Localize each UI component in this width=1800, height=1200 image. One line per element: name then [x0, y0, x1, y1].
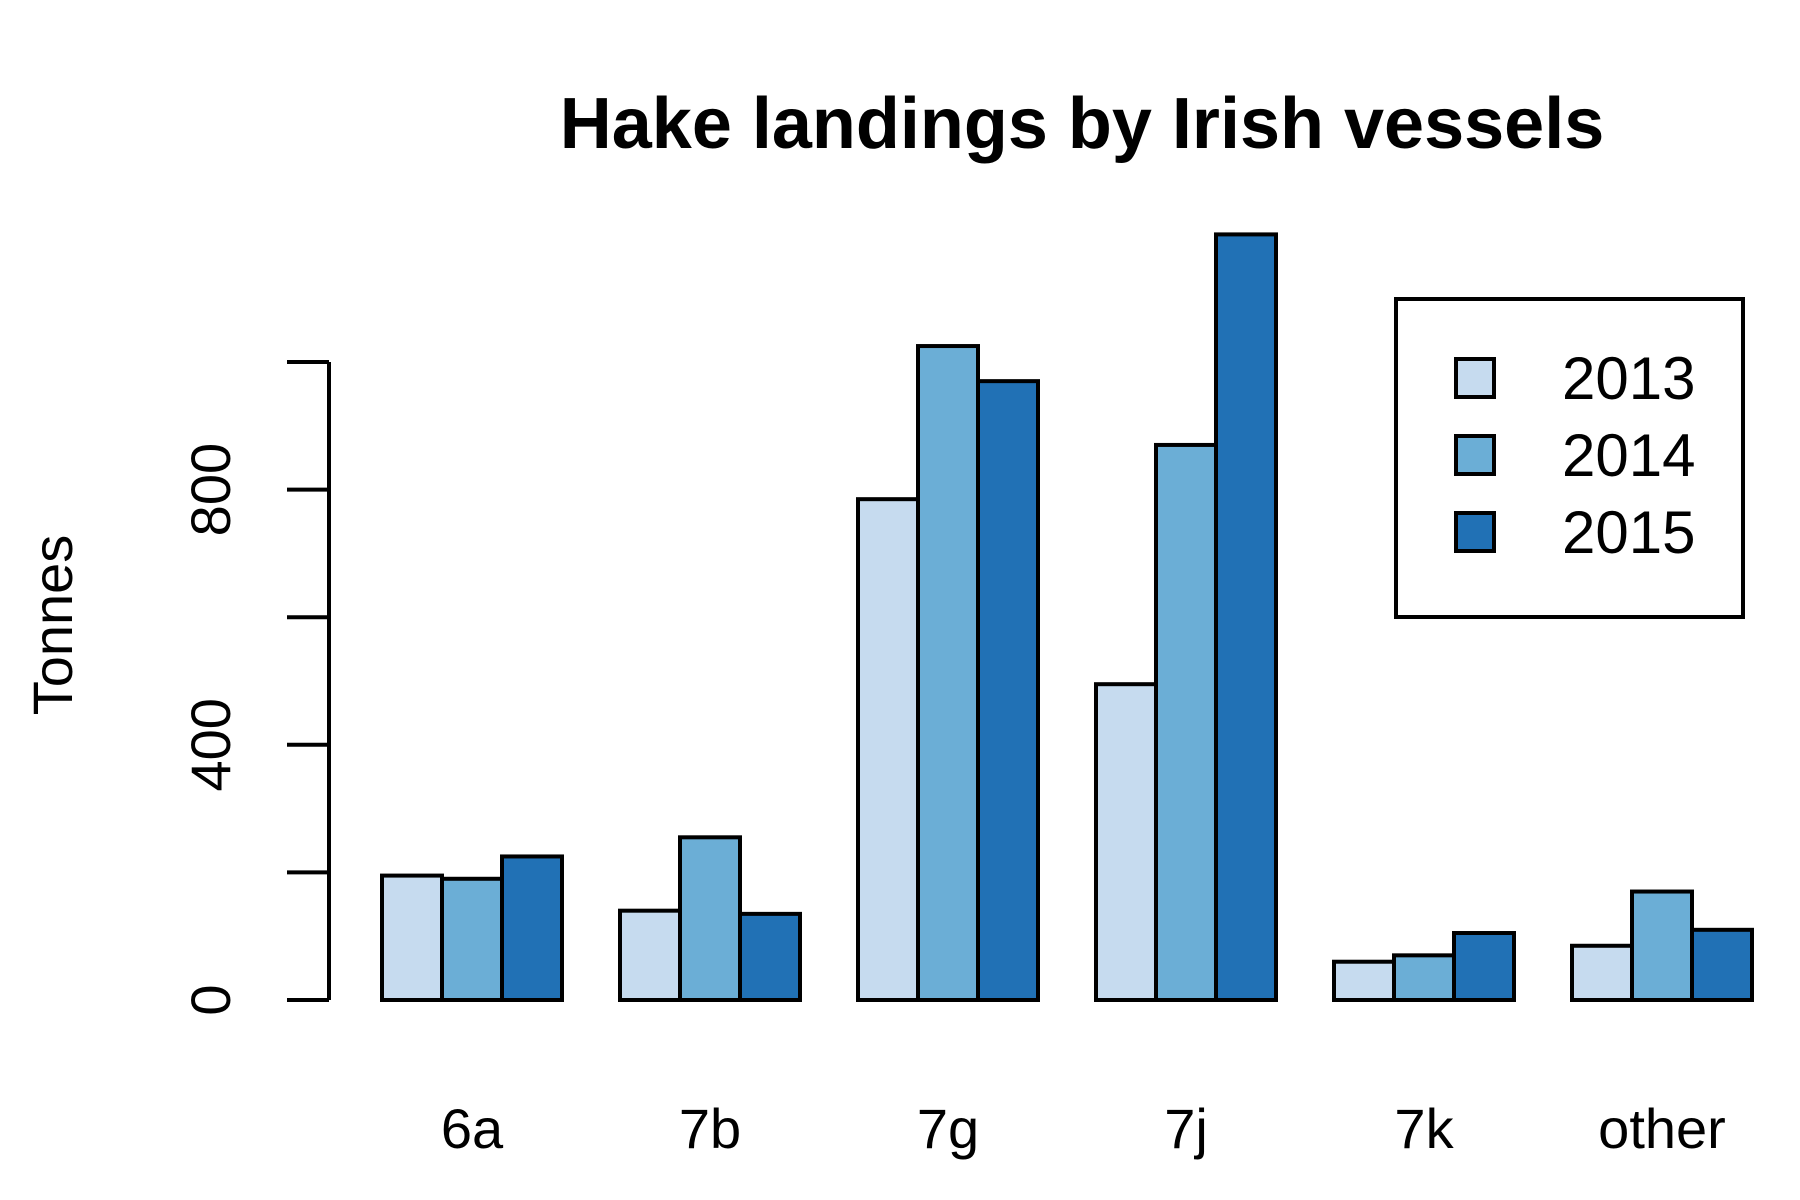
bar-other-2013: [1570, 943, 1634, 1003]
x-label-7g: 7g: [917, 1097, 979, 1160]
y-tick-label: 400: [179, 698, 242, 791]
bar-7j-2013: [1094, 682, 1158, 1002]
bar-7j-2014: [1154, 442, 1218, 1002]
bar-6a-2015: [500, 854, 564, 1003]
x-label-7k: 7k: [1394, 1097, 1454, 1160]
y-axis: 0 400 800: [179, 360, 331, 1016]
bar-6a-2013: [380, 873, 444, 1003]
x-axis-labels: 6a 7b 7g 7j 7k other: [441, 1097, 1726, 1160]
legend-swatch-2015: [1454, 511, 1496, 553]
bar-7g-2015: [976, 379, 1040, 1002]
x-label-other: other: [1598, 1097, 1726, 1160]
bar-7b-2014: [678, 835, 742, 1002]
legend-label-2013: 2013: [1562, 345, 1695, 412]
bar-other-2015: [1690, 927, 1754, 1003]
bars: [380, 232, 1754, 1003]
y-tick-label: 800: [179, 443, 242, 536]
bar-7j-2015: [1214, 232, 1278, 1002]
x-label-6a: 6a: [441, 1097, 504, 1160]
bar-7g-2013: [856, 497, 920, 1002]
legend-label-2014: 2014: [1562, 422, 1695, 489]
legend-label-2015: 2015: [1562, 499, 1695, 566]
bar-7k-2014: [1392, 953, 1456, 1003]
bar-7g-2014: [916, 344, 980, 1002]
x-label-7b: 7b: [679, 1097, 741, 1160]
bar-7b-2015: [738, 911, 802, 1002]
legend-box: [1394, 297, 1745, 619]
y-axis-title: Tonnes: [21, 535, 84, 716]
bar-7b-2013: [618, 908, 682, 1002]
chart-title: Hake landings by Irish vessels: [560, 84, 1605, 164]
legend: 2013 2014 2015: [1394, 297, 1745, 619]
bar-6a-2014: [440, 876, 504, 1003]
y-tick-label: 0: [179, 984, 242, 1015]
bar-7k-2015: [1452, 931, 1516, 1003]
legend-swatch-2013: [1454, 357, 1496, 399]
bar-other-2014: [1630, 889, 1694, 1002]
legend-swatch-2014: [1454, 434, 1496, 476]
bar-7k-2013: [1332, 959, 1396, 1002]
x-label-7j: 7j: [1164, 1097, 1208, 1160]
